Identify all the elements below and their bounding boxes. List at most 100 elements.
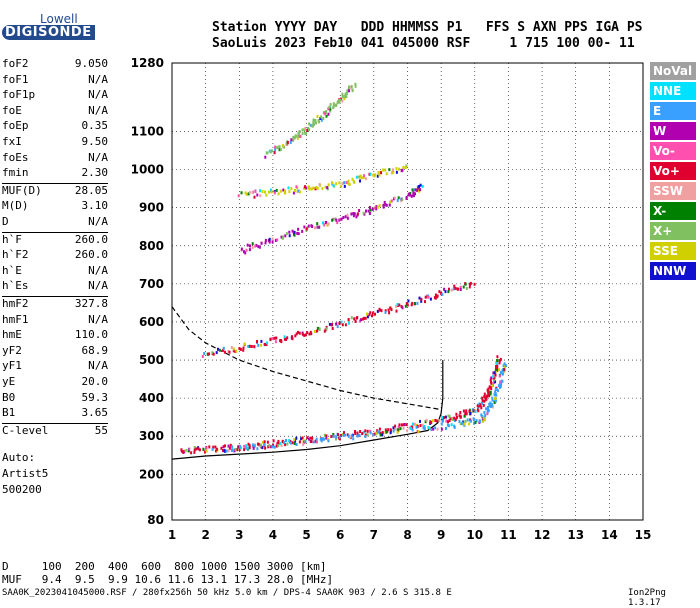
echo-point	[253, 444, 256, 448]
param-name: h`F	[2, 232, 22, 246]
echo-point	[316, 326, 319, 330]
echo-point	[366, 433, 369, 437]
conversion-muf-row: MUF 9.4 9.5 9.9 10.6 11.6 13.1 17.3 28.0…	[2, 573, 334, 586]
echo-point	[247, 192, 250, 196]
echo-point	[452, 287, 455, 291]
param-name: h`E	[2, 263, 22, 277]
echo-point	[379, 431, 382, 435]
echo-point	[382, 205, 385, 209]
echo-point	[180, 449, 183, 453]
echo-point	[338, 435, 341, 439]
echo-point	[253, 195, 256, 199]
param-separator	[2, 422, 108, 424]
echo-point	[406, 303, 409, 307]
echo-point	[462, 409, 465, 413]
echo-point	[496, 359, 499, 362]
echo-point	[380, 171, 383, 175]
echo-point	[338, 322, 341, 325]
echo-point	[486, 412, 489, 416]
echo-point	[463, 414, 466, 418]
param-name: yF2	[2, 343, 22, 357]
echo-point	[259, 194, 262, 198]
echo-point	[325, 221, 328, 225]
echo-point	[358, 209, 361, 212]
echo-point	[235, 349, 238, 353]
echo-point	[412, 191, 415, 195]
echo-point	[483, 418, 486, 422]
echo-point	[242, 348, 245, 352]
echo-point	[295, 134, 298, 138]
echo-point	[270, 190, 273, 194]
echo-point	[301, 436, 304, 440]
echo-point	[208, 352, 210, 356]
echo-point	[277, 192, 280, 196]
echo-point	[378, 173, 381, 177]
echo-point	[347, 321, 350, 325]
echo-point	[307, 224, 310, 228]
echo-point	[298, 130, 301, 133]
echo-point	[268, 190, 270, 194]
echo-point	[308, 186, 310, 190]
echo-point	[396, 303, 399, 306]
echo-point	[488, 402, 491, 406]
logo-lowell: Lowell	[40, 12, 78, 26]
echo-point	[295, 436, 298, 440]
echo-point	[443, 416, 445, 420]
param-value: 260.0	[74, 232, 108, 246]
echo-point	[257, 343, 260, 347]
echo-point	[389, 306, 392, 310]
echo-point	[492, 381, 495, 385]
param-name: fmin	[2, 166, 29, 180]
y-tick-label: 900	[139, 201, 164, 215]
echo-point	[418, 185, 421, 188]
echo-point	[288, 234, 291, 238]
echo-point	[344, 94, 346, 98]
echo-point	[385, 172, 388, 176]
echo-point	[493, 378, 495, 382]
echo-point	[308, 332, 311, 336]
echo-point	[248, 444, 251, 448]
param-value: 2.30	[81, 166, 109, 180]
param-row: h`F2 260.0	[2, 248, 108, 262]
echo-point	[419, 419, 421, 423]
param-value: 327.8	[74, 297, 108, 310]
echo-point	[353, 317, 356, 321]
echo-point	[396, 430, 399, 434]
y-tick-label: 700	[139, 277, 164, 291]
echo-point	[203, 352, 206, 355]
echo-point	[436, 419, 438, 423]
echo-point	[274, 238, 277, 242]
echo-point	[243, 342, 246, 346]
echo-point	[271, 445, 274, 449]
echo-point	[227, 444, 230, 448]
x-tick-label: 5	[302, 528, 310, 542]
echo-point	[395, 309, 398, 313]
echo-point	[393, 196, 396, 200]
echo-point	[205, 449, 208, 453]
echo-point	[332, 433, 335, 436]
echo-point	[274, 340, 277, 344]
echo-point	[271, 237, 274, 241]
echo-point	[466, 418, 469, 422]
echo-point	[239, 347, 242, 351]
echo-point	[230, 346, 233, 349]
echo-point	[481, 396, 484, 400]
echo-point	[323, 112, 326, 116]
echo-point	[436, 427, 439, 431]
y-tick-label: 300	[139, 429, 164, 443]
echo-point	[268, 237, 271, 241]
echo-point	[394, 424, 397, 428]
echo-point	[310, 332, 313, 336]
param-name: C-level	[2, 423, 49, 437]
echo-point	[243, 250, 245, 254]
param-separator	[2, 182, 108, 184]
echo-point	[405, 196, 408, 199]
echo-point	[311, 225, 314, 228]
echo-point	[362, 430, 365, 434]
echo-point	[332, 104, 335, 108]
param-row: hmF1 N/A	[2, 313, 108, 327]
echo-point	[301, 332, 304, 336]
y-tick-label: 1280	[131, 56, 164, 70]
echo-point	[310, 440, 313, 444]
